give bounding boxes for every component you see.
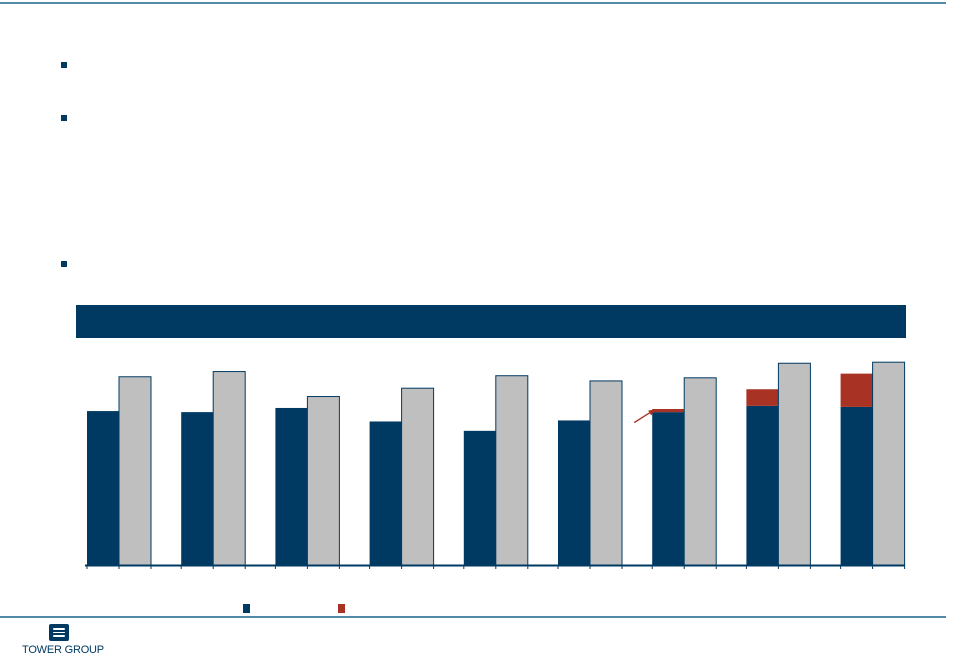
bar-chart bbox=[85, 361, 906, 569]
bar-gray-7 bbox=[683, 377, 717, 566]
legend-swatch-navy bbox=[243, 604, 250, 613]
bar-red-9 bbox=[840, 373, 873, 407]
bullet-marker-1 bbox=[61, 62, 67, 68]
tower-group-logo: TOWER GROUP bbox=[22, 624, 104, 660]
bar-navy-2 bbox=[181, 412, 214, 565]
logo-text: TOWER GROUP bbox=[22, 644, 104, 656]
bar-red-7 bbox=[652, 409, 685, 413]
bar-navy-9 bbox=[840, 406, 873, 565]
bullet-marker-3 bbox=[61, 261, 67, 267]
bar-gray-5 bbox=[495, 375, 529, 566]
top-rule bbox=[0, 2, 946, 4]
bar-gray-4 bbox=[401, 387, 435, 566]
bar-gray-8 bbox=[777, 362, 811, 566]
bar-gray-9 bbox=[872, 361, 906, 566]
bottom-rule bbox=[0, 616, 946, 618]
bar-gray-3 bbox=[306, 396, 340, 566]
bar-navy-1 bbox=[87, 411, 119, 565]
bar-navy-8 bbox=[746, 405, 779, 565]
bar-navy-7 bbox=[652, 412, 685, 565]
bar-navy-4 bbox=[369, 421, 402, 565]
bar-gray-2 bbox=[212, 371, 246, 566]
wave-lines-icon bbox=[49, 624, 69, 641]
bar-navy-3 bbox=[275, 407, 308, 565]
legend-swatch-red bbox=[338, 604, 345, 613]
bar-navy-6 bbox=[558, 420, 590, 565]
bar-red-8 bbox=[746, 389, 779, 406]
chart-title-banner bbox=[76, 305, 906, 338]
bullet-marker-2 bbox=[61, 115, 67, 121]
bar-gray-6 bbox=[589, 380, 623, 566]
bar-navy-5 bbox=[463, 430, 496, 565]
annotation-arrow-head bbox=[648, 409, 656, 416]
bar-gray-1 bbox=[118, 376, 152, 566]
